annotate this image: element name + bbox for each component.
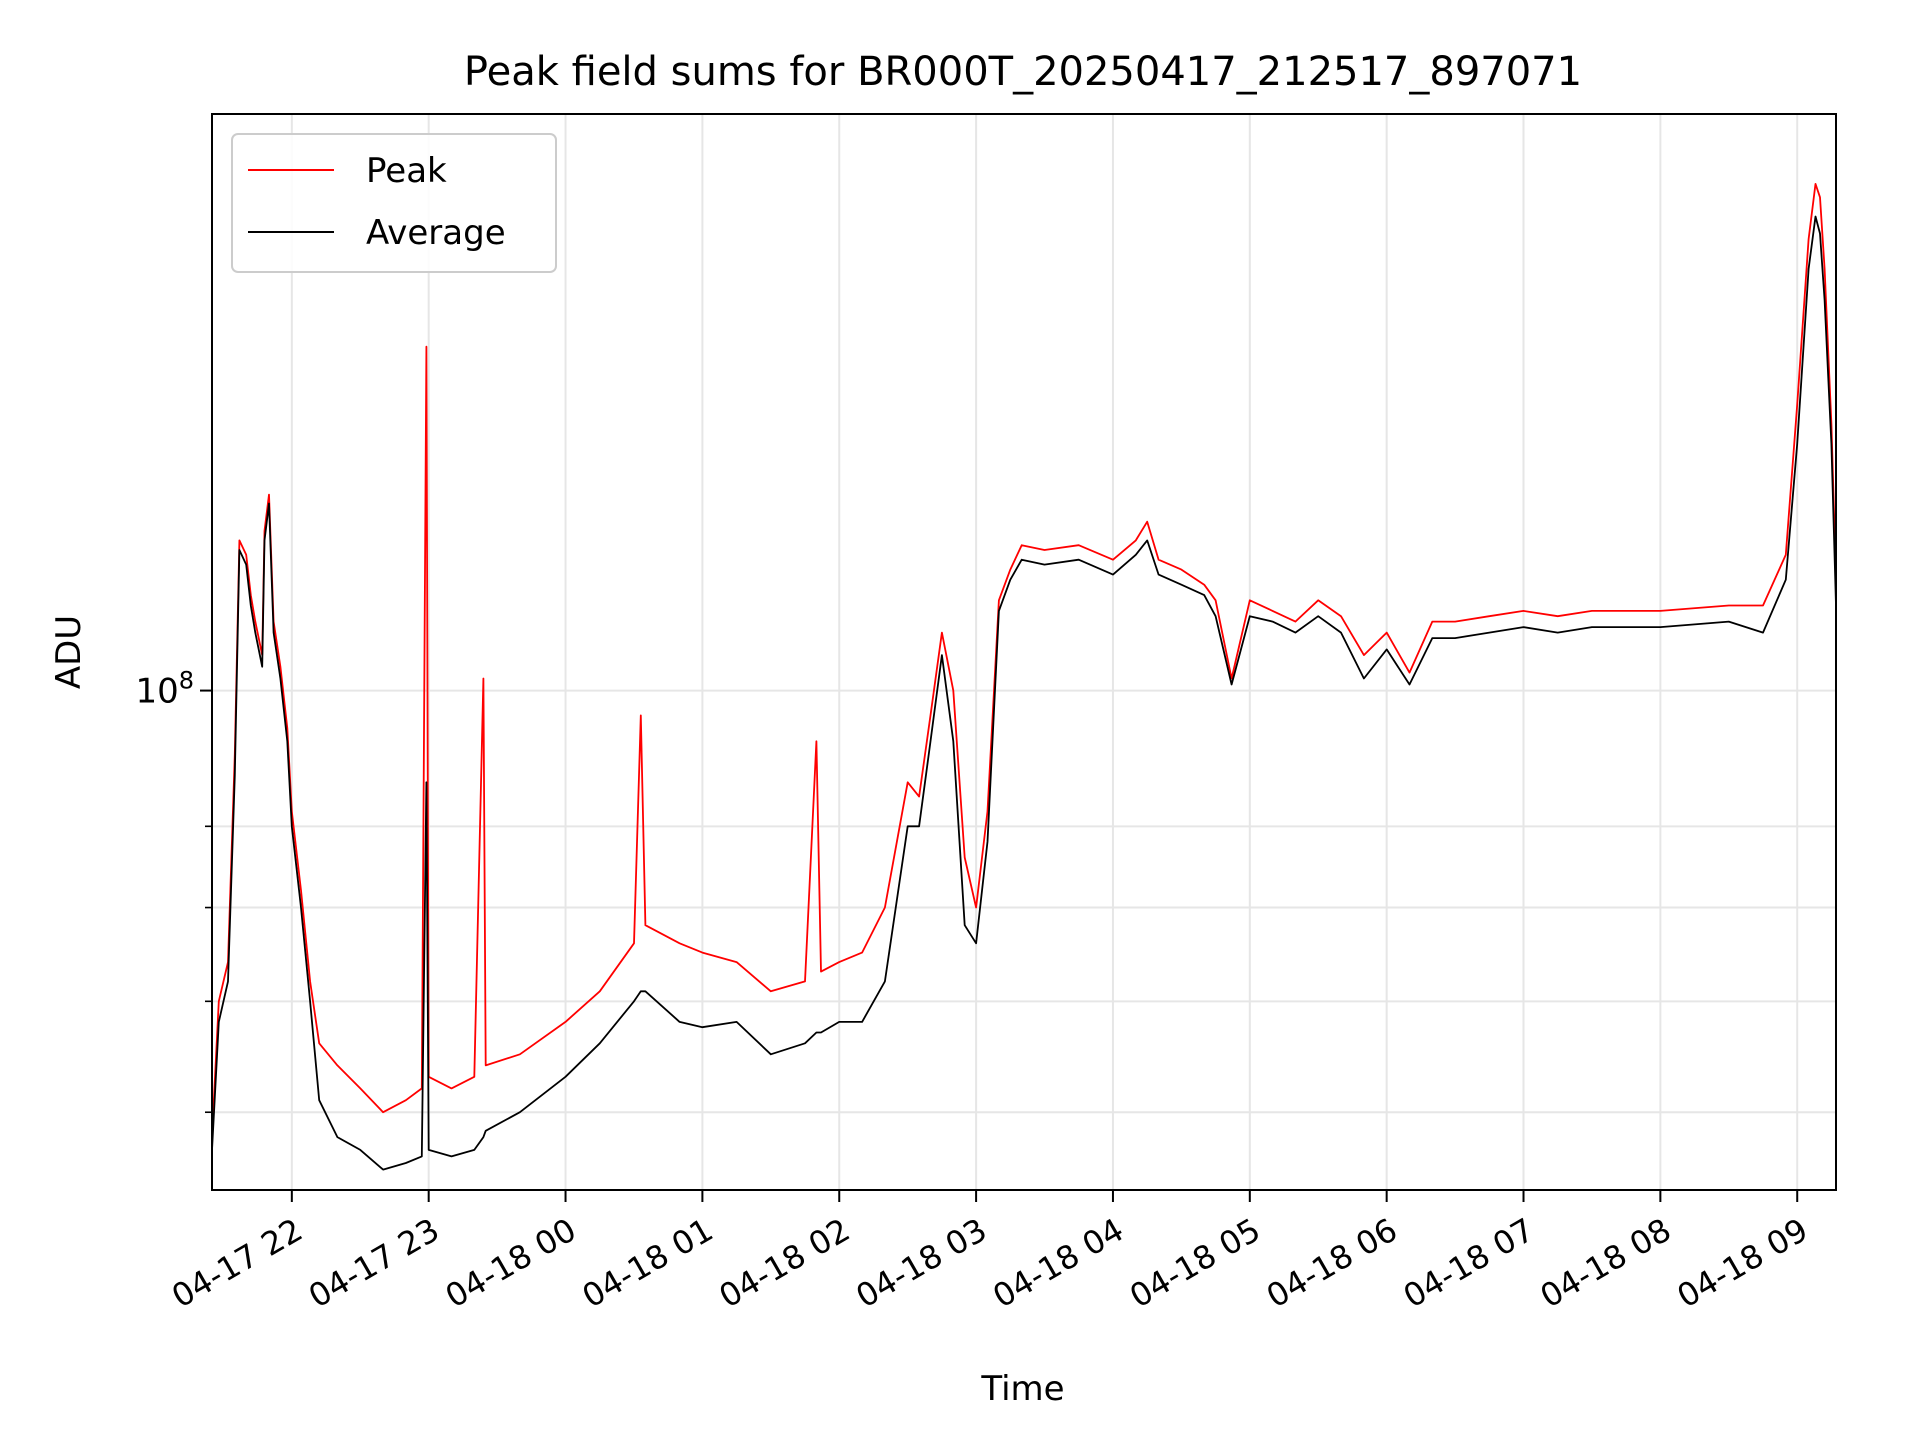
legend-label-peak: Peak [366,151,447,191]
series-line-peak [212,182,1836,1138]
y-axis: 108 [135,667,212,1114]
legend-label-average: Average [366,213,506,253]
legend: Peak Average [231,133,557,273]
series-layer [212,182,1836,1171]
series-line-average [212,215,1836,1171]
y-tick-label: 108 [135,667,194,712]
y-axis-label: ADU [49,615,89,689]
grid [212,114,1836,1190]
x-axis-label: Time [980,1369,1064,1409]
plot-area-frame [211,113,1837,1191]
legend-box [231,133,557,273]
chart-title: Peak field sums for BR000T_20250417_2125… [464,49,1582,95]
